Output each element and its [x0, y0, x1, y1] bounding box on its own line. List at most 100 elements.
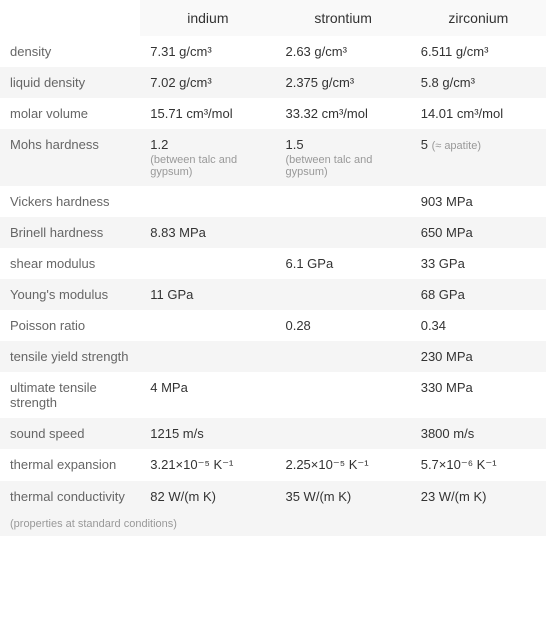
cell-sub: (between talc and gypsum) [285, 154, 400, 178]
cell-value: 7.31 g/cm³ [140, 36, 275, 67]
cell-value: 2.25×10⁻⁵ K⁻¹ [275, 449, 410, 481]
cell-value: 903 MPa [411, 186, 546, 217]
cell-main: 230 MPa [421, 349, 473, 364]
cell-main: 903 MPa [421, 194, 473, 209]
cell-value [275, 217, 410, 248]
cell-main: 3.21×10⁻⁵ K⁻¹ [150, 457, 233, 472]
cell-main: 4 MPa [150, 380, 188, 395]
cell-main: 14.01 cm³/mol [421, 106, 503, 121]
properties-table: indium strontium zirconium density 7.31 g… [0, 0, 546, 512]
cell-value: 8.83 MPa [140, 217, 275, 248]
cell-value: 23 W/(m K) [411, 481, 546, 512]
row-label: liquid density [0, 67, 140, 98]
row-label: molar volume [0, 98, 140, 129]
table-row: thermal conductivity 82 W/(m K) 35 W/(m K)… [0, 481, 546, 512]
cell-main: 5.8 g/cm³ [421, 75, 475, 90]
row-label: Young's modulus [0, 279, 140, 310]
cell-value: 1.2 (between talc and gypsum) [140, 129, 275, 186]
cell-main: 2.375 g/cm³ [285, 75, 354, 90]
cell-value: 0.34 [411, 310, 546, 341]
cell-main: 23 W/(m K) [421, 489, 487, 504]
cell-value: 1.5(between talc and gypsum) [275, 129, 410, 186]
cell-value: 650 MPa [411, 217, 546, 248]
cell-value [275, 186, 410, 217]
cell-main: 1.2 [150, 137, 168, 152]
cell-main: 5.7×10⁻⁶ K⁻¹ [421, 457, 497, 472]
cell-main: 7.31 g/cm³ [150, 44, 211, 59]
cell-value: 5.7×10⁻⁶ K⁻¹ [411, 449, 546, 481]
cell-main: 11 GPa [150, 287, 193, 302]
cell-value [140, 248, 275, 279]
row-label: shear modulus [0, 248, 140, 279]
table-row: shear modulus 6.1 GPa 33 GPa [0, 248, 546, 279]
cell-value [275, 341, 410, 372]
cell-main: 7.02 g/cm³ [150, 75, 211, 90]
row-label: Brinell hardness [0, 217, 140, 248]
cell-value: 11 GPa [140, 279, 275, 310]
footnote: (properties at standard conditions) [0, 512, 546, 536]
cell-value: 14.01 cm³/mol [411, 98, 546, 129]
cell-value: 7.02 g/cm³ [140, 67, 275, 98]
cell-value [140, 341, 275, 372]
cell-value: 5 (≈ apatite) [411, 129, 546, 186]
table-row: molar volume 15.71 cm³/mol 33.32 cm³/mol 14… [0, 98, 546, 129]
cell-main: 1215 m/s [150, 426, 203, 441]
cell-main: 650 MPa [421, 225, 473, 240]
cell-value: 4 MPa [140, 372, 275, 418]
header-empty [0, 0, 140, 36]
header-zirconium: zirconium [411, 0, 546, 36]
cell-value: 3800 m/s [411, 418, 546, 449]
header-indium: indium [140, 0, 275, 36]
cell-value: 33.32 cm³/mol [275, 98, 410, 129]
cell-main: 82 W/(m K) [150, 489, 216, 504]
cell-value: 82 W/(m K) [140, 481, 275, 512]
cell-value [275, 418, 410, 449]
header-strontium: strontium [275, 0, 410, 36]
row-label: density [0, 36, 140, 67]
cell-value: 6.511 g/cm³ [411, 36, 546, 67]
cell-main: 2.63 g/cm³ [285, 44, 346, 59]
cell-value: 0.28 [275, 310, 410, 341]
table-row: tensile yield strength 230 MPa [0, 341, 546, 372]
header-row: indium strontium zirconium [0, 0, 546, 36]
cell-value: 5.8 g/cm³ [411, 67, 546, 98]
cell-value: 2.375 g/cm³ [275, 67, 410, 98]
cell-main: 68 GPa [421, 287, 465, 302]
row-label: Mohs hardness [0, 129, 140, 186]
cell-value: 1215 m/s [140, 418, 275, 449]
table-row: ultimate tensile strength4 MPa330 MPa [0, 372, 546, 418]
row-label: sound speed [0, 418, 140, 449]
cell-value: 2.63 g/cm³ [275, 36, 410, 67]
row-label: thermal conductivity [0, 481, 140, 512]
cell-sub-inline: (≈ apatite) [432, 140, 481, 152]
cell-value: 15.71 cm³/mol [140, 98, 275, 129]
cell-main: 3800 m/s [421, 426, 474, 441]
cell-value: 330 MPa [411, 372, 546, 418]
cell-value: 6.1 GPa [275, 248, 410, 279]
cell-main: 330 MPa [421, 380, 473, 395]
cell-main: 33 GPa [421, 256, 465, 271]
cell-value: 3.21×10⁻⁵ K⁻¹ [140, 449, 275, 481]
table-row: density 7.31 g/cm³ 2.63 g/cm³ 6.511 g/cm³ [0, 36, 546, 67]
row-label: tensile yield strength [0, 341, 140, 372]
row-label: thermal expansion [0, 449, 140, 481]
cell-value: 230 MPa [411, 341, 546, 372]
cell-main: 0.34 [421, 318, 446, 333]
row-label: Poisson ratio [0, 310, 140, 341]
cell-main: 15.71 cm³/mol [150, 106, 232, 121]
cell-main: 6.1 GPa [285, 256, 333, 271]
table-row: Brinell hardness 8.83 MPa 650 MPa [0, 217, 546, 248]
row-label: Vickers hardness [0, 186, 140, 217]
cell-sub: (between talc and gypsum) [150, 154, 265, 178]
cell-value [140, 186, 275, 217]
cell-main: 5 [421, 137, 432, 152]
table-row: Poisson ratio 0.28 0.34 [0, 310, 546, 341]
table-row: Young's modulus 11 GPa 68 GPa [0, 279, 546, 310]
cell-main: 33.32 cm³/mol [285, 106, 367, 121]
cell-value [140, 310, 275, 341]
cell-main: 8.83 MPa [150, 225, 206, 240]
cell-main: 6.511 g/cm³ [421, 44, 489, 59]
cell-value: 35 W/(m K) [275, 481, 410, 512]
table-row: sound speed 1215 m/s 3800 m/s [0, 418, 546, 449]
table-row: Vickers hardness 903 MPa [0, 186, 546, 217]
